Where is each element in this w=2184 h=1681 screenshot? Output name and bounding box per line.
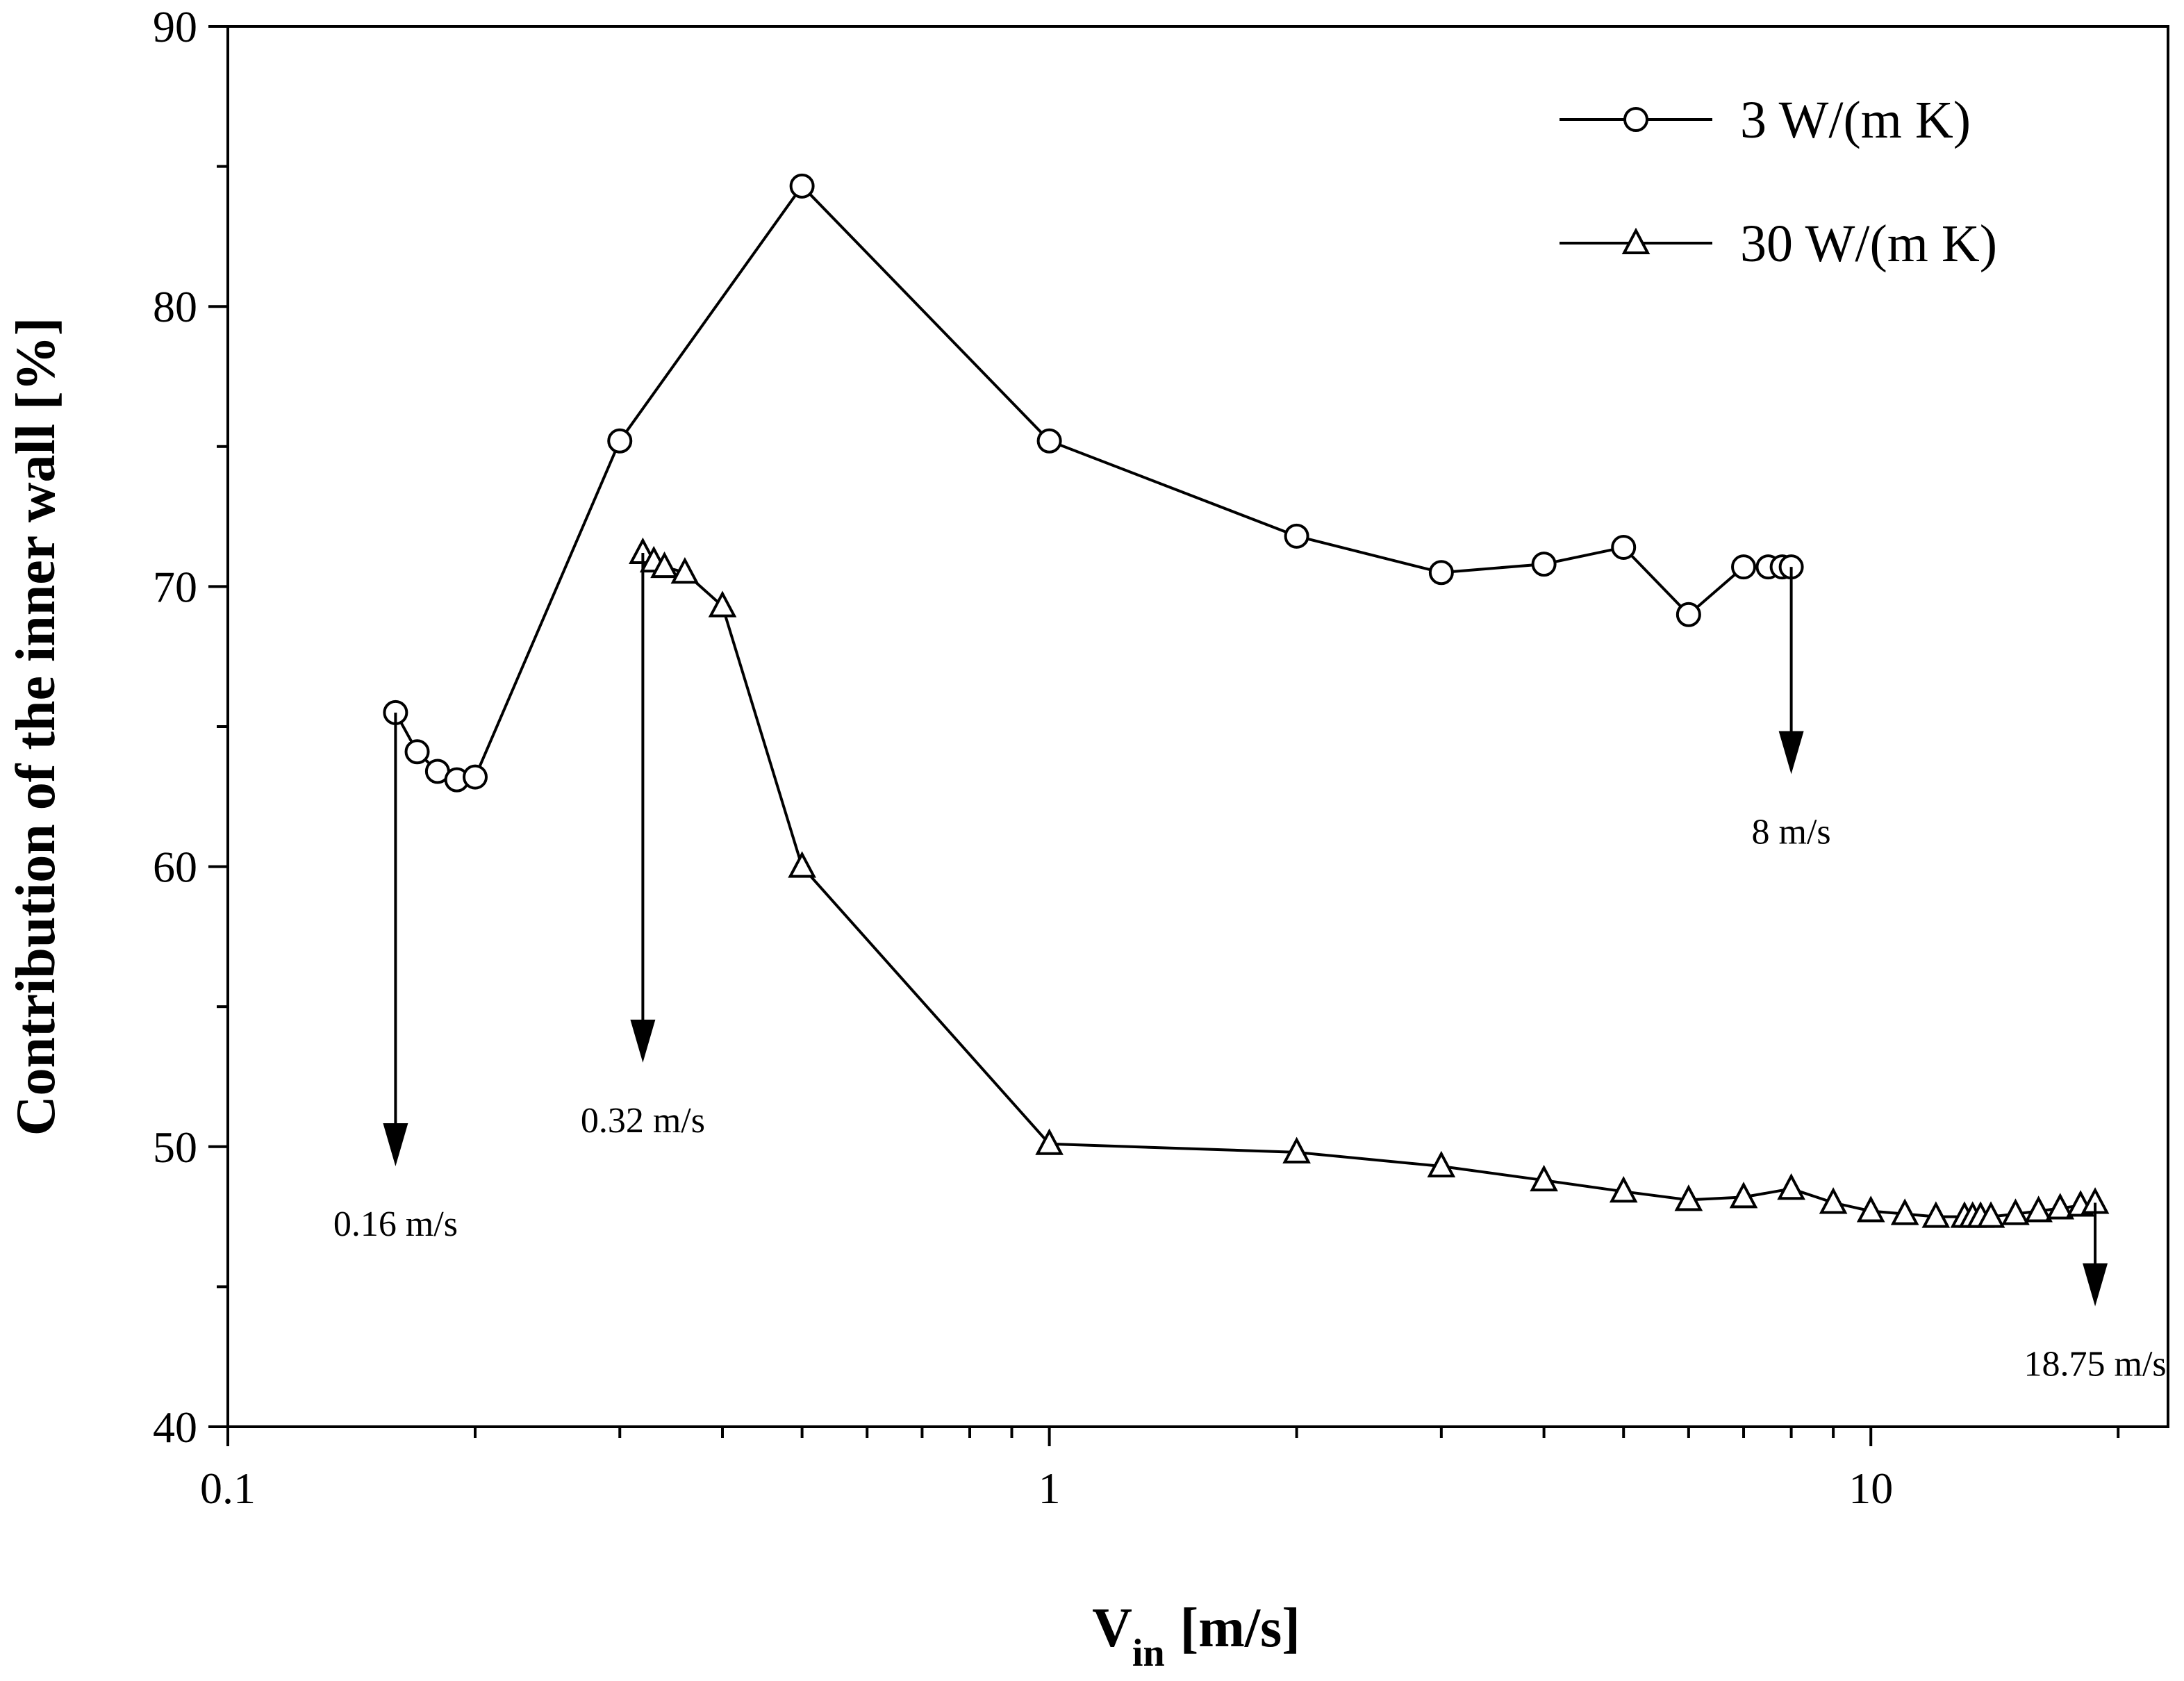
legend: 3 W/(m K) 30 W/(m K): [1560, 91, 1997, 273]
y-tick-label: 60: [153, 843, 197, 892]
y-tick-label: 50: [153, 1123, 197, 1172]
legend-marker-series-1: [1623, 107, 1648, 132]
series-2-point: [1777, 1173, 1805, 1200]
series-1-point: [1731, 554, 1757, 580]
y-tick-label: 40: [153, 1402, 197, 1452]
y-tick-label: 80: [153, 282, 197, 331]
legend-marker-series-2: [1621, 227, 1651, 254]
series-2-point: [1530, 1164, 1558, 1192]
x-axis-title-main: V: [1092, 1598, 1132, 1659]
series-2-point: [650, 551, 679, 579]
annotation-arrowhead: [1778, 731, 1804, 775]
series-2-point: [708, 590, 737, 618]
series-2-point: [1729, 1182, 1758, 1209]
series-2-point: [1035, 1128, 1064, 1155]
series-2-point: [2046, 1193, 2075, 1220]
x-tick-label: 1: [1039, 1464, 1061, 1513]
series-1-point: [1611, 534, 1637, 560]
series-2-point: [1609, 1176, 1638, 1203]
annotation-arrowhead: [630, 1019, 656, 1063]
series-2-point: [1856, 1195, 1885, 1223]
series-1-point: [1531, 552, 1557, 577]
series-1-point: [789, 173, 815, 199]
series-2-point: [1890, 1198, 1919, 1225]
series-1-point: [1036, 428, 1062, 454]
series-1-point: [404, 739, 430, 765]
series-1-point: [1676, 602, 1701, 627]
annotation-label: 18.75 m/s: [2024, 1345, 2167, 1384]
series-2-point: [1976, 1201, 2005, 1228]
series-1-point: [607, 428, 633, 454]
annotation-label: 0.16 m/s: [333, 1204, 458, 1244]
x-axis-title-unit: [m/s]: [1180, 1598, 1300, 1659]
series-2-point: [1819, 1187, 1848, 1214]
series-1-point: [1428, 560, 1454, 586]
x-axis-title-subscript: in: [1132, 1632, 1165, 1675]
series-2-point: [1427, 1150, 1456, 1178]
series-1-point: [463, 764, 488, 790]
y-tick-label: 70: [153, 562, 197, 611]
annotation-arrowhead: [2083, 1263, 2108, 1307]
data-series: [383, 173, 2110, 1228]
series-2-point: [1674, 1184, 1703, 1211]
axis-ticks: 40 50 60 70 80 90 0.1 1 10: [153, 2, 2120, 1513]
x-tick-label: 0.1: [200, 1464, 256, 1513]
x-axis-title: Vin [m/s]: [1092, 1598, 1300, 1675]
y-axis-title: Contribution of the inner wall [%]: [6, 317, 67, 1136]
legend-label-series-2: 30 W/(m K): [1740, 215, 1997, 273]
annotation-label: 8 m/s: [1752, 813, 1831, 852]
annotations: 0.16 m/s 0.32 m/s 8 m/s 18.75 m/s: [333, 553, 2167, 1384]
series-2-point: [1282, 1136, 1311, 1164]
annotation-arrowhead: [383, 1123, 408, 1167]
y-tick-label: 90: [153, 2, 197, 51]
series-2-point: [670, 556, 700, 584]
series-2-point: [2024, 1195, 2053, 1223]
series-2-point: [1921, 1201, 1951, 1228]
series-2-point: [2001, 1198, 2030, 1225]
x-tick-label: 10: [1848, 1464, 1893, 1513]
series-2-point: [788, 851, 816, 878]
legend-label-series-1: 3 W/(m K): [1740, 91, 1971, 149]
series-1-point: [1284, 523, 1309, 549]
annotation-label: 0.32 m/s: [581, 1101, 705, 1141]
